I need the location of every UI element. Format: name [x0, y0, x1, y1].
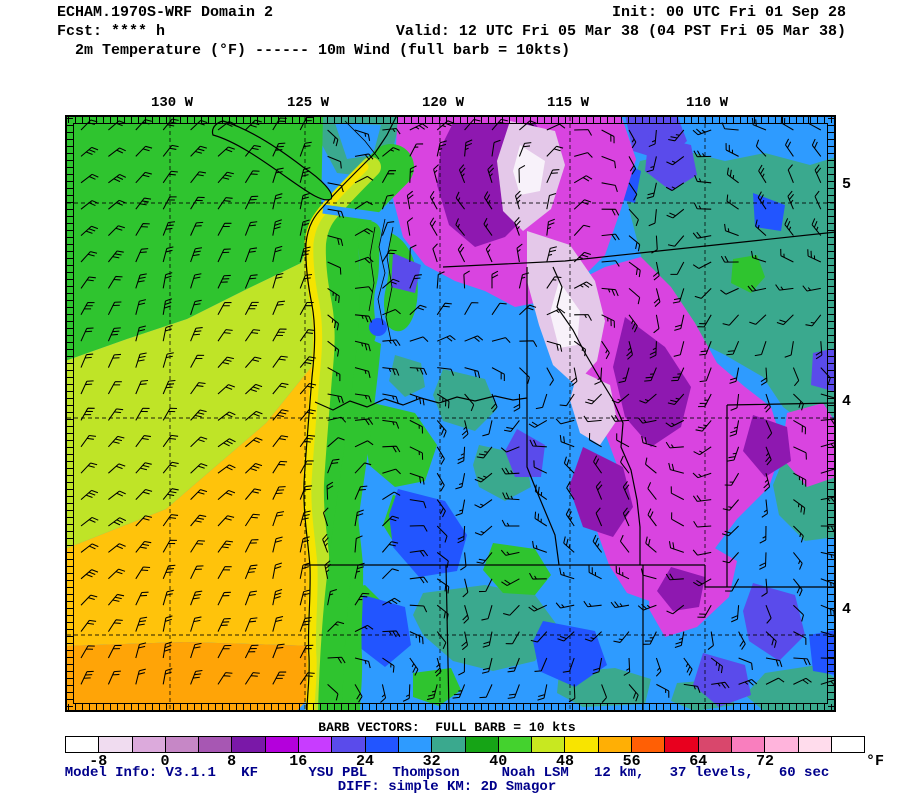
longitude-label: 125 W: [286, 95, 330, 111]
colorbar-cell: [398, 737, 433, 752]
colorbar-cell: [665, 737, 699, 752]
colorbar-tick-label: 72: [755, 753, 775, 770]
colorbar-tick-label: 16: [289, 753, 308, 770]
colorbar-cell: [598, 737, 633, 752]
colorbar-cell: [831, 737, 865, 752]
colorbar-tick-label: 8: [227, 753, 237, 770]
colorbar-cell: [199, 737, 233, 752]
temperature-field: [65, 115, 836, 735]
colorbar-cell: [731, 737, 766, 752]
colorbar-cell: [132, 737, 166, 752]
colorbar-tick-label: 0: [160, 753, 170, 770]
valid-time: Valid: 12 UTC Fri 05 Mar 38 (04 PST Fri …: [395, 23, 846, 40]
colorbar-tick-label: 32: [422, 753, 441, 770]
temperature-colorbar: [65, 736, 865, 753]
colorbar-cell: [332, 737, 366, 752]
colorbar-cell: [565, 737, 599, 752]
colorbar-unit: °F: [866, 753, 885, 770]
variable-line: 2m Temperature (°F) ------ 10m Wind (ful…: [75, 42, 571, 59]
longitude-label: 115 W: [546, 95, 590, 111]
colorbar-tick-label: 24: [355, 753, 375, 770]
colorbar-cell: [232, 737, 266, 752]
colorbar-tick-label: 64: [689, 753, 708, 770]
colorbar-cell: [532, 737, 566, 752]
colorbar-cell: [632, 737, 666, 752]
colorbar-tick-label: 40: [489, 753, 508, 770]
weather-map: [65, 114, 840, 735]
longitude-label: 120 W: [421, 95, 465, 111]
longitude-axis: 130 W 125 W 120 W 115 W 110 W: [0, 95, 900, 111]
colorbar-cell: [365, 737, 399, 752]
colorbar-cell: [165, 737, 200, 752]
colorbar-tick-label: 56: [622, 753, 641, 770]
colorbar-ticks: °F -8 0 8 16 24 32 40 48 56 64 72: [65, 753, 895, 771]
map-frame: [65, 115, 836, 712]
colorbar-cell: [299, 737, 333, 752]
longitude-label: 130 W: [150, 95, 194, 111]
colorbar-cell: [765, 737, 799, 752]
colorbar-cell: [465, 737, 499, 752]
colorbar-tick-label: 48: [555, 753, 575, 770]
init-time: Init: 00 UTC Fri 01 Sep 28: [611, 4, 846, 21]
longitude-label: 110 W: [685, 95, 729, 111]
latitude-label: 5: [842, 176, 852, 193]
latitude-label: 4: [842, 601, 852, 618]
header: ECHAM.1970S-WRF Domain 2 Init: 00 UTC Fr…: [57, 3, 846, 60]
state-borders: [305, 231, 837, 713]
latitude-label: 4: [842, 393, 852, 410]
model-title: ECHAM.1970S-WRF Domain 2: [57, 4, 274, 21]
diff-line: DIFF: simple KM: 2D Smagor: [337, 779, 557, 795]
colorbar-cell: [798, 737, 832, 752]
model-info-line: Model Info: V3.1.1 KF YSU PBL Thompson N…: [64, 765, 830, 781]
coastline: [211, 114, 398, 713]
colorbar-cell: [432, 737, 466, 752]
colorbar-cell: [66, 737, 100, 752]
colorbar-cell: [99, 737, 133, 752]
colorbar-cell: [498, 737, 533, 752]
latitude-axis: 5 4 4: [842, 0, 862, 800]
wind-barbs: [80, 116, 840, 703]
forecast-hour: Fcst: **** h: [57, 23, 166, 40]
colorbar-tick-label: -8: [89, 753, 108, 770]
barb-legend-caption: BARB VECTORS: FULL BARB = 10 kts: [318, 720, 576, 735]
colorbar-cell: [698, 737, 732, 752]
colorbar-cell: [265, 737, 300, 752]
